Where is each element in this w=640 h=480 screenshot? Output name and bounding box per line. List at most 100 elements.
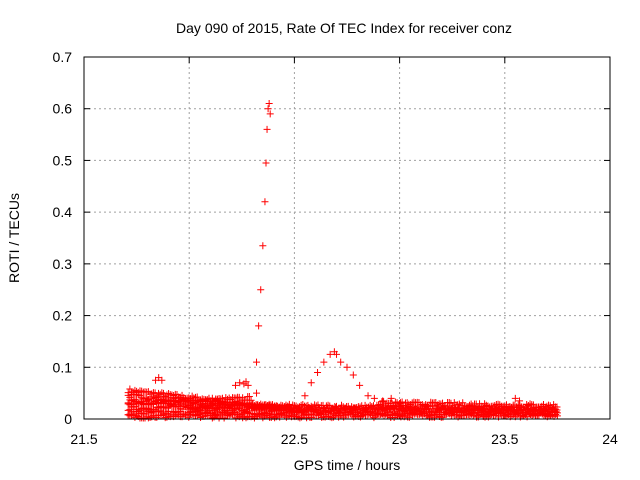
y-tick-label: 0.4 [53,204,73,220]
data-point [526,400,534,408]
data-point [364,403,372,411]
data-point [286,411,294,419]
data-point [229,407,237,415]
data-point [310,407,318,415]
grid-lines [84,57,610,419]
data-point [380,404,388,412]
data-point [314,368,322,376]
data-point [197,413,205,421]
data-point [553,412,561,420]
data-point [449,402,457,410]
data-point [253,389,261,397]
data-point [185,413,193,421]
x-tick-label: 21.5 [70,431,97,447]
data-point [209,403,217,411]
data-point [349,371,357,379]
data-point [356,403,364,411]
data-point [203,396,211,404]
y-tick-label: 0.1 [53,359,73,375]
data-point [520,412,528,420]
data-point [250,414,258,422]
data-point [332,350,340,358]
data-point [171,412,179,420]
data-point [242,378,250,386]
data-point [143,397,151,405]
data-point [364,392,372,400]
data-point [379,397,387,405]
data-point [237,406,245,414]
data-point [253,358,261,366]
data-point [307,379,315,387]
data-point [524,402,532,410]
data-point [226,404,234,412]
data-point [236,379,244,387]
data-point [553,403,561,411]
data-point [459,399,467,407]
x-tick-label: 24 [602,431,618,447]
data-point [134,391,142,399]
data-point [455,400,463,408]
data-point [158,389,166,397]
data-point [255,322,263,330]
x-axis-label: GPS time / hours [294,457,401,473]
data-point [306,404,314,412]
data-point [131,413,139,421]
x-tick-label: 22.5 [281,431,308,447]
data-point [356,381,364,389]
y-tick-label: 0 [64,411,72,427]
data-point [232,394,240,402]
y-tick-labels: 0 0.1 0.2 0.3 0.4 0.5 0.6 0.7 [53,49,73,427]
data-point [380,398,388,406]
data-point [301,392,309,400]
data-point [320,358,328,366]
data-point [262,159,270,167]
data-point [259,242,267,250]
data-point [489,402,497,410]
data-point [353,404,361,412]
data-point [482,401,490,409]
data-point [422,400,430,408]
data-point [187,404,195,412]
data-point [437,400,445,408]
y-tick-label: 0.5 [53,152,73,168]
data-point [301,407,309,415]
data-point [293,407,301,415]
data-point [163,413,171,421]
data-point [358,412,366,420]
data-point [496,401,504,409]
data-point [220,397,228,405]
plot-frame [83,56,611,420]
data-point [261,198,269,206]
data-point [208,414,216,422]
data-point [324,401,332,409]
data-point [413,404,421,412]
data-point [365,408,373,416]
data-point [511,394,519,402]
y-tick-label: 0.6 [53,101,73,117]
data-point [252,402,260,410]
data-point [343,363,351,371]
data-point [188,410,196,418]
data-point [210,406,218,414]
data-point [265,100,273,108]
data-point [292,402,300,410]
data-point [263,402,271,410]
data-point [214,405,222,413]
data-point [454,401,462,409]
data-point [469,402,477,410]
data-point [266,110,274,118]
data-point [232,405,240,413]
data-point [460,402,468,410]
data-point [263,125,271,133]
data-point [424,412,432,420]
data-point [257,286,265,294]
data-point [548,404,556,412]
data-point [425,402,433,410]
data-point [138,387,146,395]
data-point [289,401,297,409]
data-point [396,406,404,414]
x-tick-label: 23.5 [491,431,518,447]
data-point [173,403,181,411]
data-point [282,401,290,409]
